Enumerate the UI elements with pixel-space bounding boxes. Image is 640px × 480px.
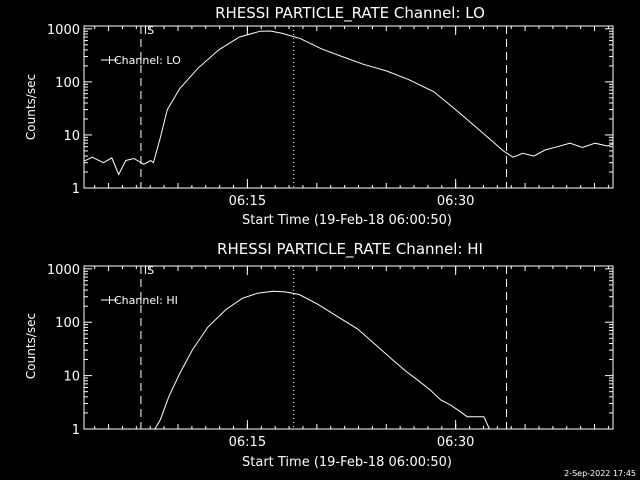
x-axis-label: Start Time (19-Feb-18 06:00:50) [242,455,452,470]
legend-label: Channel: LO [114,54,181,67]
x-tick-label: 06:30 [437,435,474,450]
legend-label: Channel: HI [114,294,178,307]
y-axis-label: Counts/sec [24,74,38,140]
event-marker-label: IS [144,264,154,277]
y-tick-label: 100 [55,76,80,91]
y-tick-label: 1 [72,182,80,197]
generated-timestamp: 2-Sep-2022 17:45 [564,469,636,478]
x-tick-label: 06:30 [437,194,474,209]
event-marker-label: IS [144,24,154,37]
plot-frame [83,25,614,189]
series-line [154,290,490,430]
chart-title: RHESSI PARTICLE_RATE Channel: HI [217,240,483,259]
series-line [83,30,614,176]
panel-hi: RHESSI PARTICLE_RATE Channel: HI Counts/… [24,240,614,470]
x-tick-label: 06:15 [229,194,266,209]
plot-frame [83,265,614,430]
y-tick-label: 1 [72,423,80,438]
panel-lo: RHESSI PARTICLE_RATE Channel: LO Counts/… [24,4,614,228]
y-tick-label: 1000 [47,263,80,278]
y-tick-label: 10 [63,129,80,144]
x-tick-label: 06:15 [229,435,266,450]
y-tick-label: 1000 [47,23,80,38]
x-axis-label: Start Time (19-Feb-18 06:00:50) [242,213,452,228]
y-tick-label: 100 [55,316,80,331]
y-tick-label: 10 [63,370,80,385]
chart-title: RHESSI PARTICLE_RATE Channel: LO [215,4,485,23]
y-axis-label: Counts/sec [24,313,38,379]
